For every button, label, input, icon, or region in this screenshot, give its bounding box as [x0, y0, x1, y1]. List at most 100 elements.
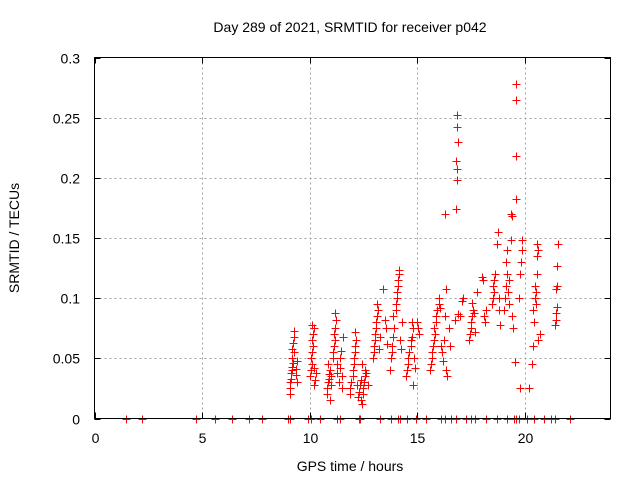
- data-point: [379, 285, 388, 294]
- data-point: [326, 396, 335, 405]
- data-point: [403, 415, 412, 424]
- data-point: [503, 246, 512, 255]
- data-point: [453, 123, 462, 132]
- data-point: [504, 288, 513, 297]
- data-point: [330, 342, 339, 351]
- data-point: [405, 348, 414, 357]
- data-point: [390, 324, 399, 333]
- data-point: [326, 366, 335, 375]
- data-point: [329, 348, 338, 357]
- data-point: [351, 328, 360, 337]
- data-point: [347, 378, 356, 387]
- data-point: [534, 246, 543, 255]
- data-point: [351, 342, 360, 351]
- data-point: [375, 345, 384, 354]
- data-point: [376, 333, 385, 342]
- data-point: [307, 354, 316, 363]
- data-point: [308, 336, 317, 345]
- data-point: [308, 360, 317, 369]
- y-tick-label: 0.25: [53, 111, 80, 127]
- data-point: [517, 258, 526, 267]
- data-point: [426, 366, 435, 375]
- data-point: [446, 342, 455, 351]
- data-point: [534, 336, 543, 345]
- data-point: [316, 415, 325, 424]
- data-point: [358, 400, 367, 409]
- y-axis-label: SRMTID / TECUs: [6, 183, 22, 293]
- data-point: [540, 415, 549, 424]
- data-point: [310, 364, 319, 373]
- data-point: [500, 306, 509, 315]
- data-point: [396, 415, 405, 424]
- data-point: [430, 324, 439, 333]
- data-point: [530, 318, 539, 327]
- data-point: [553, 262, 562, 271]
- data-point: [531, 282, 540, 291]
- data-point: [307, 415, 316, 424]
- data-point: [387, 354, 396, 363]
- data-point: [456, 312, 465, 321]
- data-point: [346, 384, 355, 393]
- data-point: [552, 309, 561, 318]
- data-point: [431, 330, 440, 339]
- data-point: [439, 357, 448, 366]
- data-point: [376, 415, 385, 424]
- data-point: [309, 330, 318, 339]
- y-tick-label: 0.05: [53, 351, 80, 367]
- data-point: [327, 381, 336, 390]
- data-point: [306, 372, 315, 381]
- data-point: [286, 415, 295, 424]
- data-point: [312, 369, 321, 378]
- data-point: [468, 299, 477, 308]
- data-point: [552, 316, 561, 325]
- data-point: [442, 285, 451, 294]
- data-point: [551, 415, 560, 424]
- data-point: [553, 282, 562, 291]
- data-point: [530, 415, 539, 424]
- data-point: [518, 236, 527, 245]
- data-point: [359, 384, 368, 393]
- data-point: [507, 236, 516, 245]
- data-point: [409, 381, 418, 390]
- data-point: [437, 342, 446, 351]
- data-point: [410, 354, 419, 363]
- data-point: [338, 384, 347, 393]
- data-point: [356, 415, 365, 424]
- data-point: [396, 336, 405, 345]
- data-point: [479, 276, 488, 285]
- data-point: [289, 339, 298, 348]
- data-point: [336, 354, 345, 363]
- data-point: [381, 316, 390, 325]
- y-tick-label: 0.1: [61, 291, 81, 307]
- data-point: [324, 360, 333, 369]
- data-point: [453, 111, 462, 120]
- data-point: [364, 381, 373, 390]
- data-point: [122, 415, 131, 424]
- data-point: [408, 333, 417, 342]
- data-point: [465, 336, 474, 345]
- data-point: [387, 415, 396, 424]
- data-point: [451, 316, 460, 325]
- data-point: [372, 318, 381, 327]
- data-point: [338, 372, 347, 381]
- data-point: [332, 316, 341, 325]
- data-point: [412, 415, 421, 424]
- data-point: [454, 310, 463, 319]
- data-point: [528, 360, 537, 369]
- y-tick-label: 0.15: [53, 231, 80, 247]
- axis-ticks: 0 0.05 0.1 0.15 0.2 0.25 0.3 0 5 10 15 20: [53, 51, 611, 446]
- data-point: [288, 363, 297, 372]
- data-point: [325, 370, 334, 379]
- data-point: [289, 359, 298, 368]
- data-point: [293, 357, 302, 366]
- data-point: [505, 276, 514, 285]
- data-point: [336, 415, 345, 424]
- data-point: [471, 328, 480, 337]
- data-point: [336, 364, 345, 373]
- data-point: [394, 276, 403, 285]
- data-point: [489, 282, 498, 291]
- data-point: [245, 415, 254, 424]
- data-point: [414, 324, 423, 333]
- data-point: [482, 306, 491, 315]
- data-point: [523, 415, 532, 424]
